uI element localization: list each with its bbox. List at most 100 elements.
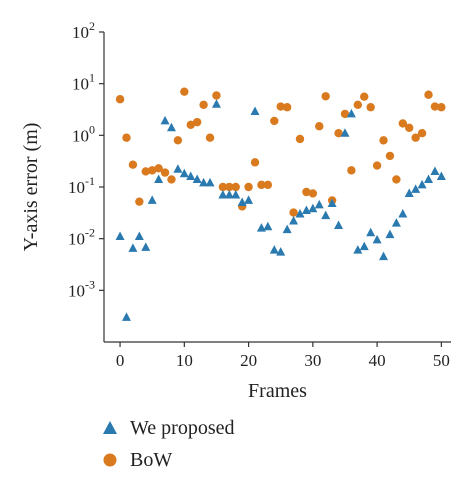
legend-item-we-proposed: We proposed (100, 412, 234, 444)
we-proposed-point (199, 177, 209, 187)
we-proposed-point (231, 190, 241, 199)
bow-point (437, 103, 446, 112)
we-proposed-point (289, 215, 299, 225)
we-proposed-point (411, 184, 421, 193)
we-proposed-point (308, 203, 318, 213)
we-proposed-point (424, 174, 434, 183)
x-tick-label: 10 (176, 351, 193, 370)
we-proposed-point (398, 209, 408, 218)
bow-point (392, 175, 401, 184)
we-proposed-point (301, 205, 311, 215)
x-tick-label: 40 (369, 351, 386, 370)
we-proposed-point (115, 231, 125, 241)
bow-point (424, 90, 433, 99)
bow-point (244, 182, 253, 192)
bow-point (353, 100, 363, 109)
x-axis-title: Frames (248, 380, 307, 402)
circle-marker-icon (100, 450, 120, 470)
bow-point (398, 119, 408, 128)
we-proposed-point (256, 223, 266, 232)
bow-point (141, 167, 150, 176)
bow-point (276, 102, 285, 111)
bow-point (250, 158, 260, 167)
legend-item-bow: BoW (100, 444, 234, 476)
bow-point (128, 160, 138, 169)
bow-point (218, 182, 228, 192)
bow-point (263, 180, 273, 190)
we-proposed-point (141, 242, 151, 251)
y-tick-label: 100 (72, 122, 95, 145)
we-proposed-point (173, 164, 183, 173)
bow-point (205, 133, 215, 142)
bow-point (379, 136, 388, 145)
we-proposed-point (327, 198, 337, 207)
we-proposed-point (224, 190, 234, 199)
bow-point (186, 120, 195, 129)
bow-point (167, 175, 176, 184)
x-tick-label: 50 (433, 351, 450, 370)
y-tick-label: 101 (72, 71, 95, 94)
we-proposed-point (295, 209, 305, 218)
we-proposed-point (430, 166, 440, 175)
we-proposed-point (237, 197, 247, 207)
we-proposed-point (179, 168, 189, 178)
we-proposed-point (154, 174, 164, 183)
we-proposed-point (353, 245, 363, 254)
y-tick-label: 10-3 (68, 277, 95, 300)
x-tick-label: 30 (304, 351, 321, 370)
legend: We proposed BoW (100, 412, 234, 476)
bow-point (257, 180, 266, 190)
x-tick-label: 20 (240, 351, 257, 370)
bow-point (340, 109, 350, 119)
we-proposed-point (282, 224, 292, 234)
we-proposed-point (186, 171, 196, 180)
we-proposed-point (128, 243, 138, 252)
bow-point (347, 166, 356, 175)
bow-point (417, 128, 427, 138)
we-proposed-point (250, 106, 260, 115)
bow-point (135, 197, 144, 206)
bow-point (385, 151, 395, 161)
y-tick-label: 10-2 (68, 226, 95, 249)
legend-label-bow: BoW (130, 448, 173, 471)
bow-point (372, 161, 382, 170)
bow-point (160, 168, 170, 177)
we-proposed-point (263, 221, 273, 231)
we-proposed-point (334, 220, 344, 229)
we-proposed-point (366, 227, 376, 237)
bow-point (315, 122, 324, 131)
we-proposed-point (166, 122, 176, 132)
we-proposed-point (134, 231, 144, 241)
bow-point (192, 117, 202, 127)
we-proposed-point (121, 312, 131, 321)
bow-point (411, 133, 420, 142)
bow-point (231, 182, 240, 192)
bow-point (430, 102, 440, 111)
x-tick-label: 0 (116, 351, 125, 370)
we-proposed-point (314, 199, 324, 209)
we-proposed-point (192, 174, 202, 183)
we-proposed-point (346, 108, 356, 118)
bow-point (282, 103, 292, 112)
bow-point (173, 136, 183, 145)
bow-point (360, 92, 369, 101)
bow-point (366, 103, 375, 112)
bow-point (289, 208, 298, 217)
bow-point (405, 123, 414, 132)
we-proposed-point (385, 229, 395, 239)
bow-point (199, 100, 208, 109)
we-proposed-point (211, 99, 221, 108)
we-proposed-point (147, 195, 157, 204)
we-proposed-point (372, 234, 382, 244)
legend-label-we-proposed: We proposed (130, 416, 235, 439)
we-proposed-point (404, 188, 414, 197)
we-proposed-point (321, 210, 331, 220)
bow-point (225, 182, 234, 192)
y-axis-title: Y-axis error (m) (20, 123, 42, 252)
we-proposed-point (244, 195, 254, 204)
bow-point (122, 133, 131, 142)
we-proposed-point (340, 128, 350, 137)
axis-ticks: 0 10 20 30 40 50 10-3 10-2 10-1 100 101 102 (68, 19, 450, 370)
bow-point (154, 164, 163, 173)
